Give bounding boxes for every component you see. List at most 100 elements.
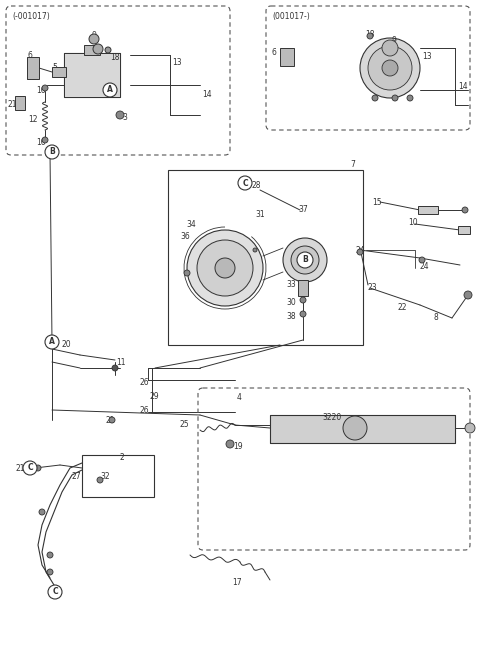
Bar: [298, 280, 308, 296]
Text: 27: 27: [72, 472, 82, 481]
Text: 13: 13: [172, 58, 181, 67]
Text: 2: 2: [120, 453, 125, 462]
Text: 37: 37: [298, 205, 308, 214]
Text: 5: 5: [52, 63, 57, 72]
Text: 24: 24: [355, 246, 365, 255]
Circle shape: [184, 270, 190, 276]
Circle shape: [300, 311, 306, 317]
Circle shape: [97, 477, 103, 483]
Circle shape: [392, 95, 398, 101]
Bar: [64, 53, 120, 97]
Text: 9: 9: [92, 31, 96, 40]
Text: 18: 18: [365, 30, 375, 39]
Text: 16: 16: [36, 138, 46, 147]
Circle shape: [50, 340, 54, 344]
Circle shape: [419, 257, 425, 263]
Text: 38: 38: [286, 312, 296, 321]
Circle shape: [93, 44, 103, 54]
Text: 21: 21: [15, 464, 24, 473]
Text: 31: 31: [255, 210, 264, 219]
Text: 21: 21: [8, 100, 17, 109]
Circle shape: [382, 40, 398, 56]
Text: 17: 17: [232, 578, 241, 587]
Circle shape: [39, 509, 45, 515]
Text: 26: 26: [140, 406, 150, 415]
Text: 7: 7: [350, 160, 355, 169]
Circle shape: [357, 249, 363, 255]
Circle shape: [283, 238, 327, 282]
Bar: [84, 45, 100, 55]
Text: 24: 24: [420, 262, 430, 271]
Bar: [15, 96, 25, 110]
Circle shape: [226, 440, 234, 448]
Circle shape: [112, 365, 118, 371]
Circle shape: [197, 240, 253, 296]
Circle shape: [253, 248, 257, 252]
Bar: [270, 415, 455, 443]
Text: 28: 28: [252, 181, 262, 190]
Text: 34: 34: [186, 220, 196, 229]
Text: 3220: 3220: [322, 413, 341, 422]
Text: 23: 23: [368, 283, 378, 292]
Circle shape: [297, 252, 313, 268]
Bar: [27, 57, 39, 79]
Circle shape: [48, 585, 62, 599]
Circle shape: [42, 85, 48, 91]
Circle shape: [462, 207, 468, 213]
Circle shape: [109, 417, 115, 423]
Text: 9: 9: [392, 36, 397, 45]
Text: 25: 25: [180, 420, 190, 429]
Text: 20: 20: [62, 340, 72, 349]
Circle shape: [45, 145, 59, 159]
Text: 15: 15: [372, 198, 382, 207]
Text: 6: 6: [272, 48, 277, 57]
Text: B: B: [49, 148, 55, 156]
Text: 13: 13: [422, 52, 432, 61]
Text: B: B: [302, 256, 308, 265]
Circle shape: [45, 335, 59, 349]
Text: C: C: [27, 463, 33, 473]
Text: (001017-): (001017-): [272, 12, 310, 21]
Text: 30: 30: [286, 298, 296, 307]
Circle shape: [464, 291, 472, 299]
Circle shape: [465, 423, 475, 433]
Circle shape: [23, 461, 37, 475]
Circle shape: [103, 83, 117, 97]
Text: 14: 14: [458, 82, 468, 91]
Circle shape: [105, 47, 111, 53]
Bar: [168, 170, 363, 345]
Circle shape: [187, 230, 263, 306]
Text: 26: 26: [140, 378, 150, 387]
Circle shape: [372, 95, 378, 101]
Text: A: A: [107, 85, 113, 95]
Circle shape: [47, 552, 53, 558]
Text: 6: 6: [27, 51, 32, 60]
Text: C: C: [242, 179, 248, 187]
Bar: [64, 53, 120, 97]
Circle shape: [367, 33, 373, 39]
Text: 8: 8: [434, 313, 439, 322]
Circle shape: [368, 46, 412, 90]
Circle shape: [300, 297, 306, 303]
Text: 32: 32: [100, 472, 109, 481]
Circle shape: [215, 258, 235, 278]
Text: 3: 3: [122, 113, 127, 122]
Text: 12: 12: [28, 115, 37, 124]
Circle shape: [238, 176, 252, 190]
Text: 35: 35: [220, 272, 230, 281]
Text: 1: 1: [465, 292, 470, 301]
Bar: [82, 455, 154, 497]
Bar: [280, 48, 294, 66]
Circle shape: [291, 246, 319, 274]
Circle shape: [35, 465, 41, 471]
Bar: [418, 206, 438, 214]
Circle shape: [343, 416, 367, 440]
Text: 14: 14: [202, 90, 212, 99]
Text: 29: 29: [150, 392, 160, 401]
Text: 11: 11: [116, 358, 125, 367]
Text: 4: 4: [237, 393, 242, 402]
Circle shape: [360, 38, 420, 98]
Circle shape: [116, 111, 124, 119]
Bar: [52, 67, 66, 77]
Text: 22: 22: [398, 303, 408, 312]
